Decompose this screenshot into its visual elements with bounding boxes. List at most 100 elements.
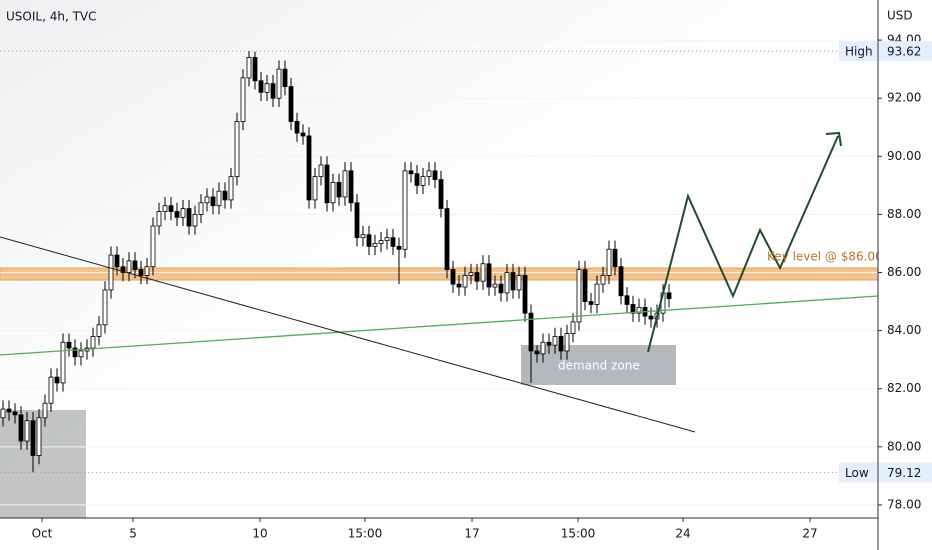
candle-body (24, 420, 30, 442)
candle-body (426, 170, 432, 178)
candle-body (150, 225, 156, 268)
candle-body (60, 341, 66, 384)
price-badge-value: 93.62 (887, 45, 921, 59)
candle-body (240, 77, 246, 122)
candle-body (354, 202, 360, 239)
candle-body (174, 211, 180, 218)
candle-body (612, 248, 618, 268)
candle-body (630, 304, 636, 314)
candle-body (384, 237, 390, 241)
chart-title: USOIL, 4h, TVC (6, 10, 97, 24)
candle-body (210, 196, 216, 207)
candle-body (66, 341, 72, 349)
candle-body (114, 254, 120, 268)
candle-body (42, 402, 48, 419)
candle-body (72, 347, 78, 358)
candle-body (102, 289, 108, 326)
candle-body (264, 83, 270, 93)
candle-body (156, 211, 162, 227)
candle-body (390, 237, 396, 247)
candle-body (348, 170, 354, 204)
candle-body (204, 196, 210, 204)
candle-body (228, 176, 234, 201)
trend-line (0, 236, 696, 433)
x-tick-label: 15:00 (348, 527, 383, 541)
candle-body (450, 269, 456, 285)
candle-body (306, 135, 312, 201)
candle-body (504, 272, 510, 294)
time-axis (0, 518, 878, 550)
candle-body (252, 57, 258, 82)
candle-body (30, 420, 36, 456)
candle-body (618, 266, 624, 297)
candle-body (294, 121, 300, 134)
x-tick-label: 27 (802, 527, 817, 541)
candle-body (546, 341, 552, 346)
candle-body (408, 170, 414, 175)
y-tick-label: 86.00 (887, 265, 921, 279)
support-line (0, 295, 879, 356)
candle-body (360, 234, 366, 239)
candle-body (78, 350, 84, 358)
y-tick-label: 80.00 (887, 439, 921, 453)
candle-body (180, 208, 186, 218)
price-badge (879, 462, 932, 483)
candle-body (234, 121, 240, 178)
candle-body (312, 176, 318, 201)
candle-body (666, 292, 672, 300)
candle-body (480, 263, 486, 282)
price-badge-label: Low (845, 466, 869, 480)
candle-body (342, 170, 348, 198)
candle-body (132, 260, 138, 271)
candle-body (96, 324, 102, 337)
candle-body (420, 176, 426, 186)
candle-body (48, 376, 54, 404)
candle-body (600, 275, 606, 285)
candle-body (324, 164, 330, 204)
candle-body (90, 336, 96, 349)
y-tick-label: 78.00 (887, 497, 921, 511)
y-tick-label: 90.00 (887, 149, 921, 163)
price-badge-label: High (845, 45, 873, 59)
candle-body (624, 295, 630, 305)
candle-body (594, 283, 600, 305)
candle-body (576, 269, 582, 323)
candle-body (138, 269, 144, 276)
candle-body (522, 275, 528, 314)
candle-body (288, 86, 294, 122)
candle-body (192, 214, 198, 227)
candle-body (438, 179, 444, 209)
candle-body (558, 336, 564, 352)
price-badge (839, 462, 877, 483)
key-level-label: Key level @ $86.00 (767, 250, 883, 264)
candle-body (276, 68, 282, 99)
y-tick-label: 92.00 (887, 91, 921, 105)
candle-body (462, 275, 468, 288)
candle-body (120, 266, 126, 273)
candle-body (186, 208, 192, 227)
candle-body (222, 190, 228, 201)
price-badge (879, 41, 932, 62)
arrow-head (825, 131, 842, 147)
candle-body (510, 272, 516, 291)
candle-body (486, 263, 492, 288)
candle-body (582, 269, 588, 302)
y-tick-label: 84.00 (887, 323, 921, 337)
candle-body (372, 243, 378, 247)
plot-background (0, 0, 878, 518)
candle-body (534, 350, 540, 355)
candle-body (432, 170, 438, 180)
candle-body (414, 173, 420, 186)
candle-body (336, 182, 342, 198)
price-badge-value: 79.12 (887, 466, 921, 480)
candle-body (648, 315, 654, 320)
y-tick-label: 82.00 (887, 381, 921, 395)
y-tick-label: 88.00 (887, 207, 921, 221)
candle-body (162, 205, 168, 212)
candle-body (564, 333, 570, 352)
candle-body (606, 248, 612, 276)
candle-body (318, 164, 324, 178)
x-tick-label: 5 (129, 527, 137, 541)
candle-body (540, 341, 546, 355)
